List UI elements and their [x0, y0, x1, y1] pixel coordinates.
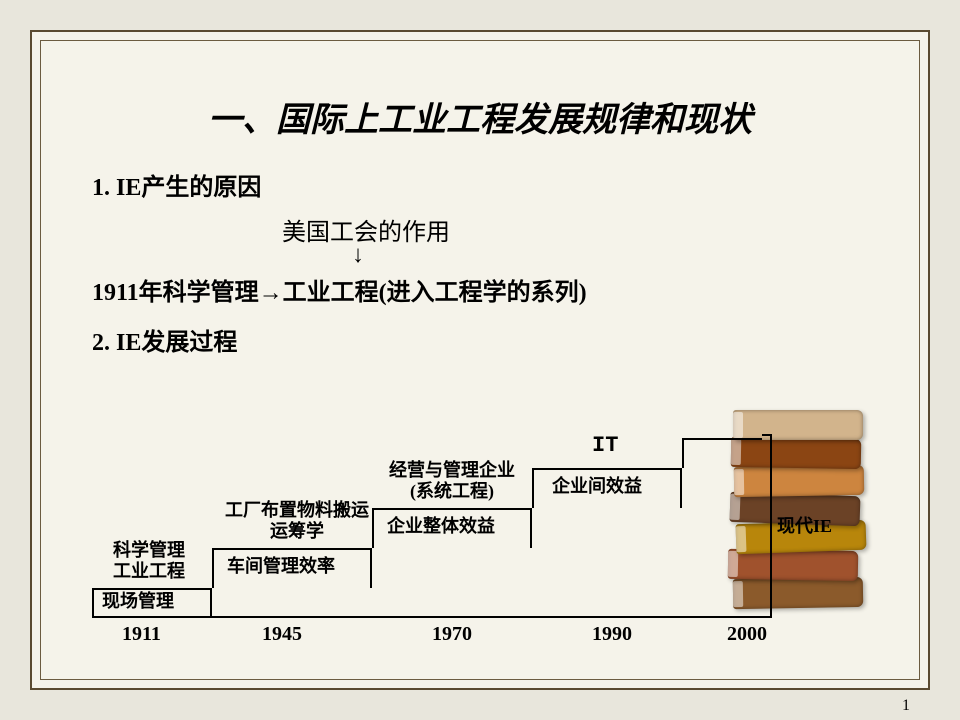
- modern-ie-label: 现代IE: [777, 512, 832, 538]
- step-year: 1945: [262, 623, 302, 646]
- book-icon: [733, 577, 864, 609]
- step-riser: [682, 438, 684, 468]
- book-icon: [734, 465, 865, 497]
- step-riser: [212, 548, 214, 588]
- slide-frame: 一、国际上工业工程发展规律和现状 1. IE产生的原因 美国工会的作用 ↓ 19…: [30, 30, 930, 690]
- step-top-label: 科学管理工业工程: [94, 540, 204, 583]
- step-year: 1990: [592, 623, 632, 646]
- section-2-heading: 2. IE发展过程: [92, 322, 237, 357]
- step-in-label: 车间管理效率: [227, 552, 335, 578]
- section-1-heading: 1. IE产生的原因: [92, 167, 261, 202]
- step-box: [682, 438, 762, 468]
- step-baseline: [92, 616, 762, 618]
- slide-title: 一、国际上工业工程发展规律和现状: [32, 92, 928, 141]
- step-riser: [532, 468, 534, 508]
- bracket-icon: [762, 434, 772, 618]
- cause-line: 美国工会的作用: [282, 212, 450, 247]
- books-decoration: [728, 388, 868, 608]
- step-in-label: 企业间效益: [552, 472, 642, 498]
- step-in-label: 现场管理: [102, 587, 174, 613]
- page-number: 1: [902, 697, 910, 715]
- step-year: 2000: [727, 623, 767, 646]
- step-year: 1970: [432, 623, 472, 646]
- arrow-down-icon: ↓: [352, 242, 364, 269]
- book-icon: [733, 410, 863, 440]
- flow-line: 1911年科学管理→工业工程(进入工程学的系列): [92, 272, 587, 307]
- step-year: 1911: [122, 623, 161, 646]
- step-top-label: 经营与管理企业(系统工程): [372, 460, 532, 503]
- it-label: IT: [592, 433, 618, 458]
- step-riser: [372, 508, 374, 548]
- step-in-label: 企业整体效益: [387, 512, 495, 538]
- step-top-label: 工厂布置物料搬运运筹学: [207, 500, 387, 543]
